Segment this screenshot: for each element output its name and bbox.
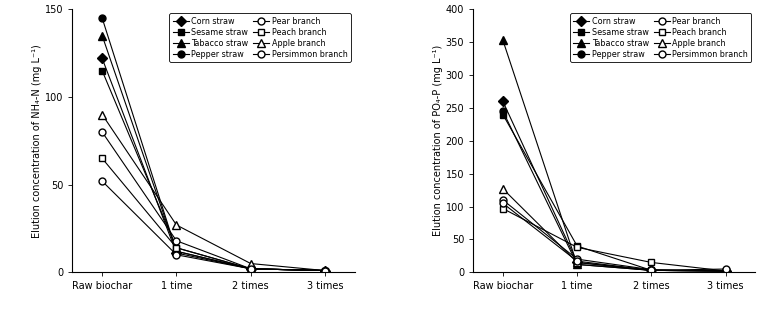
Y-axis label: Elution concentration of PO₄-P (mg L⁻¹): Elution concentration of PO₄-P (mg L⁻¹) — [433, 45, 443, 237]
Legend: Corn straw, Sesame straw, Tabacco straw, Pepper straw, Pear branch, Peach branch: Corn straw, Sesame straw, Tabacco straw,… — [570, 13, 752, 62]
Legend: Corn straw, Sesame straw, Tabacco straw, Pepper straw, Pear branch, Peach branch: Corn straw, Sesame straw, Tabacco straw,… — [169, 13, 351, 62]
Y-axis label: Elution concentration of NH₄-N (mg L⁻¹): Elution concentration of NH₄-N (mg L⁻¹) — [32, 44, 42, 238]
